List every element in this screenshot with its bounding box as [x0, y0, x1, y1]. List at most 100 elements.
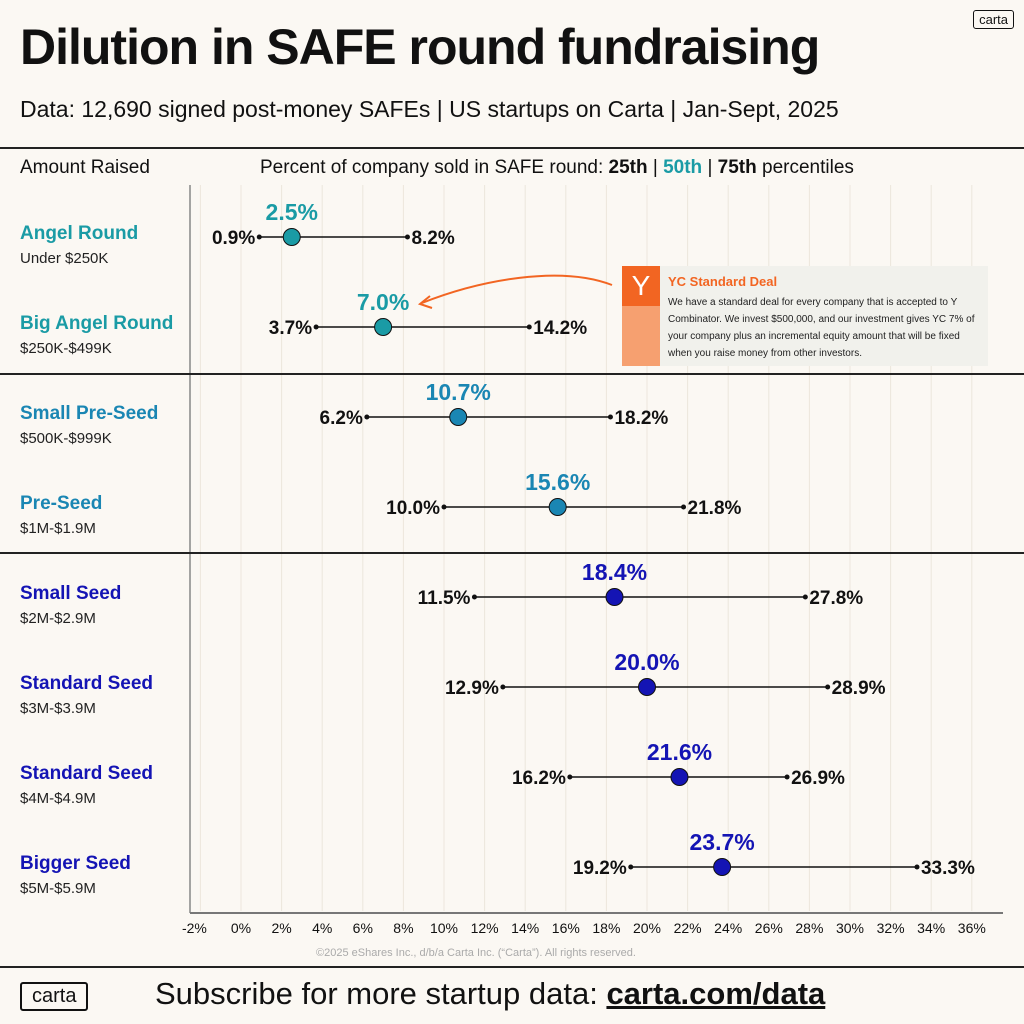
- p75-marker: [784, 774, 790, 780]
- row-range: $3M-$3.9M: [20, 700, 96, 717]
- header-prefix: Percent of company sold in SAFE round:: [260, 157, 609, 178]
- divider: [0, 966, 1024, 968]
- p25-label: 0.9%: [212, 228, 255, 249]
- p75-marker: [526, 324, 532, 330]
- p75-marker: [607, 414, 613, 420]
- cta-link[interactable]: carta.com/data: [606, 976, 826, 1011]
- yc-title: YC Standard Deal: [668, 274, 778, 289]
- yc-body: We have a standard deal for every compan…: [668, 297, 975, 359]
- footer-cta: Subscribe for more startup data: carta.c…: [155, 976, 825, 1012]
- page-title: Dilution in SAFE round fundraising: [20, 19, 820, 75]
- divider: [0, 373, 1024, 375]
- yc-annotation: Y YC Standard Deal We have a standard de…: [622, 266, 988, 366]
- x-tick-label: 10%: [430, 920, 458, 936]
- row-range: $5M-$5.9M: [20, 880, 96, 897]
- x-tick-label: 28%: [795, 920, 823, 936]
- x-tick-label: 20%: [633, 920, 661, 936]
- p75-label: 26.9%: [791, 768, 845, 789]
- x-tick-label: 30%: [836, 920, 864, 936]
- subtitle: Data: 12,690 signed post-money SAFEs | U…: [20, 96, 839, 122]
- p25-label: 16.2%: [512, 768, 566, 789]
- row-range: $1M-$1.9M: [20, 520, 96, 537]
- column-header-amount: Amount Raised: [20, 157, 150, 178]
- x-tick-label: -2%: [182, 920, 207, 936]
- x-tick-label: 4%: [312, 920, 332, 936]
- row-label: Standard Seed: [20, 673, 154, 694]
- p75-label: 21.8%: [688, 498, 742, 519]
- median-dot: [605, 588, 624, 606]
- median-label: 7.0%: [357, 289, 409, 315]
- yc-y-icon: Y: [622, 266, 660, 306]
- x-tick-label: 12%: [471, 920, 499, 936]
- sep: |: [647, 157, 664, 178]
- median-dot: [374, 318, 393, 336]
- x-tick-label: 22%: [674, 920, 702, 936]
- row-label: Pre-Seed: [20, 493, 103, 514]
- median-label: 15.6%: [525, 469, 590, 495]
- x-tick-label: 2%: [271, 920, 291, 936]
- row-range: $250K-$499K: [20, 340, 112, 357]
- median-label: 18.4%: [582, 559, 647, 585]
- sep: |: [702, 157, 718, 178]
- p75-label: 75th: [717, 157, 757, 178]
- median-dot: [713, 858, 732, 876]
- row-label: Standard Seed: [20, 763, 154, 784]
- p25-label: 10.0%: [386, 498, 440, 519]
- x-tick-label: 36%: [958, 920, 986, 936]
- carta-logo: carta: [973, 10, 1014, 29]
- p75-marker: [404, 234, 410, 240]
- row-label: Small Pre-Seed: [20, 403, 159, 424]
- p75-marker: [681, 504, 687, 510]
- p25-label: 6.2%: [320, 408, 363, 429]
- p25-marker: [471, 594, 477, 600]
- p75-label: 18.2%: [614, 408, 668, 429]
- median-label: 20.0%: [614, 649, 679, 675]
- p75-label: 27.8%: [809, 588, 863, 609]
- row-label: Big Angel Round: [20, 313, 174, 334]
- x-tick-label: 24%: [714, 920, 742, 936]
- p25-marker: [500, 684, 506, 690]
- divider: [0, 552, 1024, 554]
- p50-label: 50th: [663, 157, 703, 178]
- p75-marker: [825, 684, 831, 690]
- x-tick-label: 34%: [917, 920, 945, 936]
- p25-label: 25th: [608, 157, 648, 178]
- cta-text: Subscribe for more startup data:: [155, 976, 607, 1011]
- arrowhead-icon: [417, 295, 433, 309]
- x-tick-label: 14%: [511, 920, 539, 936]
- p25-label: 3.7%: [269, 318, 312, 339]
- x-tick-label: 16%: [552, 920, 580, 936]
- carta-logo-footer: carta: [20, 982, 89, 1011]
- x-tick-label: 6%: [353, 920, 373, 936]
- p75-label: 14.2%: [533, 318, 587, 339]
- median-dot: [548, 498, 567, 516]
- p75-marker: [802, 594, 808, 600]
- x-tick-label: 8%: [393, 920, 413, 936]
- x-tick-label: 32%: [877, 920, 905, 936]
- row-label: Small Seed: [20, 583, 122, 604]
- x-tick-label: 26%: [755, 920, 783, 936]
- row-range: $500K-$999K: [20, 430, 112, 447]
- copyright: ©2025 eShares Inc., d/b/a Carta Inc. (“C…: [316, 947, 636, 959]
- column-header-percent: Percent of company sold in SAFE round: 2…: [260, 157, 854, 179]
- median-label: 10.7%: [426, 379, 491, 405]
- row-label: Angel Round: [20, 223, 139, 244]
- divider: [0, 147, 1024, 149]
- p75-label: 28.9%: [832, 678, 886, 699]
- median-dot: [282, 228, 301, 246]
- header-suffix: percentiles: [756, 157, 854, 178]
- p75-marker: [914, 864, 920, 870]
- p25-marker: [313, 324, 319, 330]
- row-range: $4M-$4.9M: [20, 790, 96, 807]
- row-range: Under $250K: [20, 250, 109, 267]
- median-label: 23.7%: [690, 829, 755, 855]
- p25-label: 19.2%: [573, 858, 627, 879]
- p25-marker: [364, 414, 370, 420]
- p75-label: 33.3%: [921, 858, 975, 879]
- x-tick-label: 0%: [231, 920, 251, 936]
- median-dot: [449, 408, 468, 426]
- median-label: 21.6%: [647, 739, 712, 765]
- p25-marker: [441, 504, 447, 510]
- x-tick-label: 18%: [592, 920, 620, 936]
